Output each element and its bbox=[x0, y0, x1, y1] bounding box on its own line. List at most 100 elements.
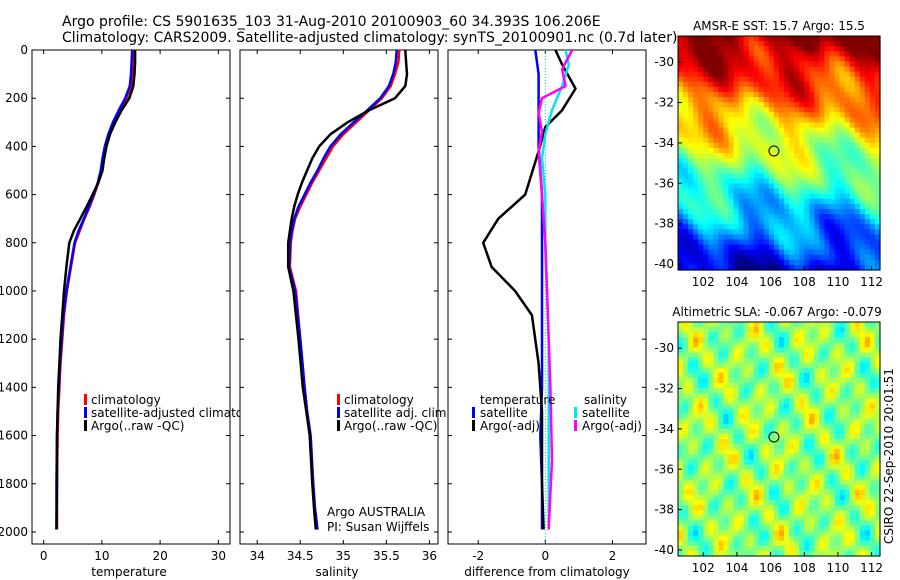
map-cell bbox=[824, 479, 831, 486]
map-cell bbox=[834, 444, 841, 450]
map-cell bbox=[753, 393, 760, 399]
map-cell bbox=[758, 51, 765, 57]
map-cell bbox=[864, 178, 871, 185]
map-cell bbox=[799, 510, 805, 516]
map-cell bbox=[789, 474, 795, 481]
map-cell bbox=[799, 173, 805, 180]
map-cell bbox=[718, 398, 725, 404]
map-cell bbox=[794, 540, 800, 547]
map-cell bbox=[839, 525, 846, 532]
map-cell bbox=[723, 327, 730, 333]
map-cell bbox=[874, 203, 881, 210]
map-cell bbox=[839, 254, 846, 261]
map-cell bbox=[733, 142, 740, 149]
map-cell bbox=[703, 91, 709, 98]
map-cell bbox=[844, 41, 851, 47]
map-cell bbox=[779, 408, 785, 415]
map-cell bbox=[763, 173, 770, 180]
map-cell bbox=[779, 66, 785, 73]
map-cell bbox=[864, 367, 871, 374]
map-cell bbox=[789, 127, 795, 134]
map-cell bbox=[693, 469, 699, 476]
map-cell bbox=[779, 122, 785, 129]
map-cell bbox=[723, 203, 730, 210]
map-cell bbox=[864, 332, 871, 338]
map-cell bbox=[708, 219, 714, 225]
map-cell bbox=[678, 377, 684, 384]
map-cell bbox=[864, 444, 871, 450]
map-cell bbox=[854, 383, 861, 389]
salinity-plot-frame bbox=[239, 49, 439, 545]
map-cell bbox=[784, 198, 790, 205]
map-cell bbox=[814, 219, 820, 225]
map-cell bbox=[829, 362, 836, 369]
x-tick-label: 35.5 bbox=[373, 549, 400, 563]
map-cell bbox=[758, 249, 765, 256]
map-cell bbox=[854, 61, 861, 68]
map-cell bbox=[738, 423, 745, 430]
map-cell bbox=[869, 367, 876, 374]
map-cell bbox=[794, 46, 800, 52]
map-cell bbox=[799, 66, 805, 73]
map-cell bbox=[849, 444, 856, 450]
map-cell bbox=[794, 36, 800, 42]
map-cell bbox=[708, 259, 714, 266]
map-cell bbox=[844, 444, 851, 450]
map-cell bbox=[718, 535, 725, 542]
map-cell bbox=[814, 158, 820, 164]
map-cell bbox=[733, 163, 740, 169]
map-cell bbox=[814, 239, 820, 246]
map-cell bbox=[713, 208, 719, 215]
map-cell bbox=[698, 505, 704, 511]
map-cell bbox=[773, 234, 780, 241]
map-cell bbox=[743, 383, 750, 389]
map-cell bbox=[743, 433, 750, 440]
map-cell bbox=[748, 403, 755, 410]
map-cell bbox=[814, 117, 820, 124]
map-cell bbox=[859, 203, 866, 210]
map-cell bbox=[819, 254, 826, 261]
legend-label-climatology: climatology bbox=[344, 393, 414, 407]
map-cell bbox=[733, 97, 740, 103]
map-cell bbox=[854, 234, 861, 241]
map-cell bbox=[728, 153, 735, 159]
map-cell bbox=[859, 259, 866, 266]
map-cell bbox=[844, 147, 851, 154]
map-cell bbox=[874, 520, 881, 527]
map-cell bbox=[728, 352, 735, 359]
map-cell bbox=[799, 352, 805, 359]
y-tick-label: 200 bbox=[5, 91, 28, 105]
map-cell bbox=[758, 459, 765, 466]
map-cell bbox=[743, 122, 750, 129]
map-cell bbox=[763, 464, 770, 471]
map-cell bbox=[829, 36, 836, 42]
map-cell bbox=[713, 229, 719, 235]
map-cell bbox=[804, 173, 810, 180]
map-cell bbox=[799, 332, 805, 338]
map-cell bbox=[743, 428, 750, 435]
y-tick-label: -40 bbox=[654, 543, 674, 557]
map-cell bbox=[743, 229, 750, 235]
map-cell bbox=[693, 479, 699, 486]
map-cell bbox=[768, 459, 775, 466]
map-cell bbox=[703, 153, 709, 159]
map-cell bbox=[854, 535, 861, 542]
map-cell bbox=[854, 56, 861, 63]
map-cell bbox=[763, 244, 770, 251]
map-cell bbox=[718, 489, 725, 496]
map-cell bbox=[763, 229, 770, 235]
map-cell bbox=[753, 347, 760, 354]
map-cell bbox=[723, 505, 730, 511]
map-cell bbox=[799, 224, 805, 230]
map-cell bbox=[849, 188, 856, 195]
map-cell bbox=[693, 259, 699, 266]
map-cell bbox=[799, 433, 805, 440]
map-cell bbox=[753, 464, 760, 471]
map-cell bbox=[814, 168, 820, 174]
map-cell bbox=[758, 66, 765, 73]
map-cell bbox=[688, 515, 694, 521]
map-cell bbox=[703, 36, 709, 42]
map-cell bbox=[834, 377, 841, 384]
map-cell bbox=[834, 198, 841, 205]
map-cell bbox=[683, 97, 689, 103]
